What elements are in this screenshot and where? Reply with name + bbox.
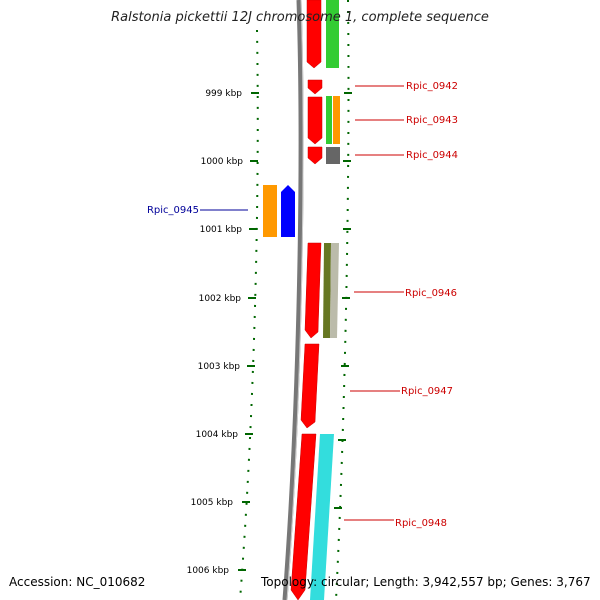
cds-arrow[interactable] bbox=[306, 0, 322, 69]
gene-label-rpic-0946[interactable]: Rpic_0946 bbox=[405, 288, 457, 299]
cog-block-green bbox=[326, 0, 339, 68]
tick-label: 1003 kbp bbox=[198, 362, 241, 372]
gene-label-rpic-0945[interactable]: Rpic_0945 bbox=[147, 205, 199, 216]
chromosome-backbone-highlight bbox=[286, 0, 304, 600]
map-title: Ralstonia pickettii 12J chromosome 1, co… bbox=[111, 10, 489, 25]
gene-label-rpic-0942[interactable]: Rpic_0942 bbox=[406, 81, 458, 92]
gene-labels: Rpic_0942 Rpic_0943 Rpic_0944 Rpic_0945 … bbox=[147, 81, 458, 529]
cds-arrow[interactable] bbox=[307, 146, 323, 165]
cds-arrow[interactable] bbox=[304, 242, 322, 339]
cds-arrow-reverse[interactable] bbox=[281, 185, 295, 237]
tick-label: 1000 kbp bbox=[201, 157, 244, 167]
gene-leader-lines bbox=[200, 85, 404, 521]
gene-label-rpic-0947[interactable]: Rpic_0947 bbox=[401, 386, 453, 397]
tick-label: 1001 kbp bbox=[200, 225, 243, 235]
tick-label: 999 kbp bbox=[205, 89, 242, 99]
cog-block-green bbox=[326, 96, 332, 144]
tick-label: 1002 kbp bbox=[199, 294, 242, 304]
cog-block-orange bbox=[333, 96, 340, 144]
cds-arrow[interactable] bbox=[307, 79, 323, 95]
cog-block-cyan bbox=[310, 434, 334, 600]
tick-marks bbox=[238, 92, 259, 571]
gene-label-rpic-0948[interactable]: Rpic_0948 bbox=[395, 518, 447, 529]
cog-block-olive bbox=[323, 243, 331, 338]
cog-block-orange bbox=[263, 185, 277, 237]
cog-block-light bbox=[330, 243, 339, 338]
gene-label-rpic-0944[interactable]: Rpic_0944 bbox=[406, 150, 458, 161]
reverse-cds-track bbox=[263, 185, 295, 237]
accession-text: Accession: NC_010682 bbox=[9, 575, 146, 589]
tick-marks-outer bbox=[334, 92, 352, 509]
tick-label: 1005 kbp bbox=[191, 498, 234, 508]
gene-label-rpic-0943[interactable]: Rpic_0943 bbox=[406, 115, 458, 126]
cog-block-gray bbox=[326, 147, 340, 164]
scale-ring-inner bbox=[239, 29, 259, 600]
tick-label: 1006 kbp bbox=[187, 566, 230, 576]
scale-ring-outer bbox=[335, 0, 350, 600]
cog-category-track bbox=[310, 0, 340, 600]
chromosome-backbone bbox=[282, 0, 304, 600]
tick-label: 1004 kbp bbox=[196, 430, 239, 440]
topology-text: Topology: circular; Length: 3,942,557 bp… bbox=[261, 575, 591, 589]
cds-arrow[interactable] bbox=[290, 433, 317, 600]
cds-arrow[interactable] bbox=[307, 96, 323, 145]
tick-labels: 999 kbp 1000 kbp 1001 kbp 1002 kbp 1003 … bbox=[187, 89, 244, 576]
cds-arrow[interactable] bbox=[300, 343, 320, 429]
forward-cds-track bbox=[290, 0, 323, 600]
